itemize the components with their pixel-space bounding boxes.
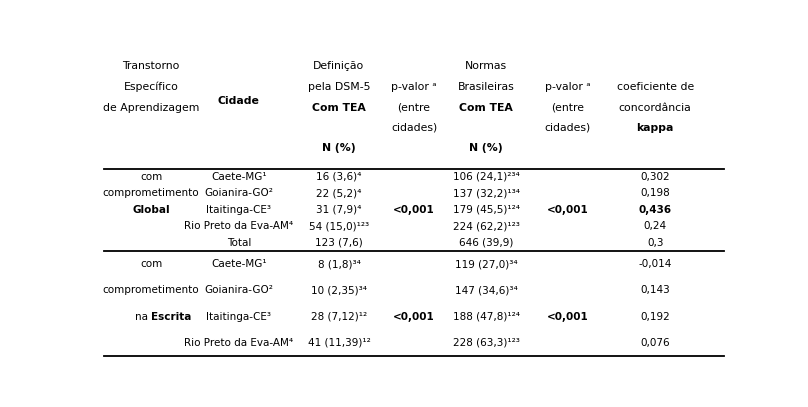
Text: cidades): cidades) [391, 123, 437, 133]
Text: 123 (7,6): 123 (7,6) [315, 238, 363, 248]
Text: com: com [140, 172, 162, 182]
Text: pela DSM-5: pela DSM-5 [308, 82, 370, 92]
Text: 8 (1,8)³⁴: 8 (1,8)³⁴ [318, 259, 360, 269]
Text: 28 (7,12)¹²: 28 (7,12)¹² [311, 312, 367, 322]
Text: kappa: kappa [637, 123, 674, 133]
Text: 179 (45,5)¹²⁴: 179 (45,5)¹²⁴ [452, 205, 520, 215]
Text: 41 (11,39)¹²: 41 (11,39)¹² [308, 338, 370, 348]
Text: Rio Preto da Eva-AM⁴: Rio Preto da Eva-AM⁴ [184, 221, 293, 231]
Text: 0,436: 0,436 [638, 205, 671, 215]
Text: N (%): N (%) [322, 144, 356, 153]
Text: Rio Preto da Eva-AM⁴: Rio Preto da Eva-AM⁴ [184, 338, 293, 348]
Text: comprometimento: comprometimento [103, 188, 200, 198]
Text: 0,3: 0,3 [647, 238, 663, 248]
Text: Cidade: Cidade [218, 96, 259, 107]
Text: Transtorno: Transtorno [122, 61, 180, 71]
Text: 106 (24,1)²³⁴: 106 (24,1)²³⁴ [452, 172, 520, 182]
Text: Itaitinga-CE³: Itaitinga-CE³ [206, 312, 271, 322]
Text: Caete-MG¹: Caete-MG¹ [211, 172, 267, 182]
Text: (entre: (entre [398, 103, 431, 113]
Text: 0,192: 0,192 [640, 312, 670, 322]
Text: 0,076: 0,076 [641, 338, 670, 348]
Text: Goianira-GO²: Goianira-GO² [204, 188, 273, 198]
Text: Goianira-GO²: Goianira-GO² [204, 285, 273, 295]
Text: 147 (34,6)³⁴: 147 (34,6)³⁴ [455, 285, 517, 295]
Text: Específico: Específico [124, 82, 179, 92]
Text: 137 (32,2)¹³⁴: 137 (32,2)¹³⁴ [452, 188, 520, 198]
Text: 0,302: 0,302 [641, 172, 670, 182]
Text: p-valor ᵃ: p-valor ᵃ [545, 82, 591, 92]
Text: <0,001: <0,001 [393, 312, 435, 322]
Text: Caete-MG¹: Caete-MG¹ [211, 259, 267, 269]
Text: 10 (2,35)³⁴: 10 (2,35)³⁴ [311, 285, 367, 295]
Text: Global: Global [133, 205, 170, 215]
Text: 228 (63,3)¹²³: 228 (63,3)¹²³ [452, 338, 520, 348]
Text: p-valor ᵃ: p-valor ᵃ [391, 82, 437, 92]
Text: com: com [140, 259, 162, 269]
Text: <0,001: <0,001 [547, 312, 588, 322]
Text: 31 (7,9)⁴: 31 (7,9)⁴ [316, 205, 362, 215]
Text: cidades): cidades) [545, 123, 591, 133]
Text: Total: Total [226, 238, 251, 248]
Text: <0,001: <0,001 [547, 205, 588, 215]
Text: Definição: Definição [314, 61, 364, 71]
Text: 224 (62,2)¹²³: 224 (62,2)¹²³ [452, 221, 520, 231]
Text: 16 (3,6)⁴: 16 (3,6)⁴ [316, 172, 362, 182]
Text: coeficiente de: coeficiente de [617, 82, 694, 92]
Text: 22 (5,2)⁴: 22 (5,2)⁴ [316, 188, 362, 198]
Text: Brasileiras: Brasileiras [458, 82, 515, 92]
Text: na: na [135, 312, 151, 322]
Text: 646 (39,9): 646 (39,9) [459, 238, 513, 248]
Text: 54 (15,0)¹²³: 54 (15,0)¹²³ [309, 221, 369, 231]
Text: 119 (27,0)³⁴: 119 (27,0)³⁴ [455, 259, 517, 269]
Text: 0,143: 0,143 [640, 285, 670, 295]
Text: comprometimento: comprometimento [103, 285, 200, 295]
Text: N (%): N (%) [469, 144, 503, 153]
Text: concordância: concordância [619, 103, 692, 113]
Text: 188 (47,8)¹²⁴: 188 (47,8)¹²⁴ [452, 312, 520, 322]
Text: (entre: (entre [551, 103, 584, 113]
Text: -0,014: -0,014 [638, 259, 672, 269]
Text: Normas: Normas [465, 61, 507, 71]
Text: Escrita: Escrita [151, 312, 191, 322]
Text: de Aprendizagem: de Aprendizagem [103, 103, 200, 113]
Text: Com TEA: Com TEA [459, 103, 513, 113]
Text: 0,24: 0,24 [644, 221, 667, 231]
Text: <0,001: <0,001 [393, 205, 435, 215]
Text: Com TEA: Com TEA [312, 103, 366, 113]
Text: 0,198: 0,198 [640, 188, 670, 198]
Text: Itaitinga-CE³: Itaitinga-CE³ [206, 205, 271, 215]
